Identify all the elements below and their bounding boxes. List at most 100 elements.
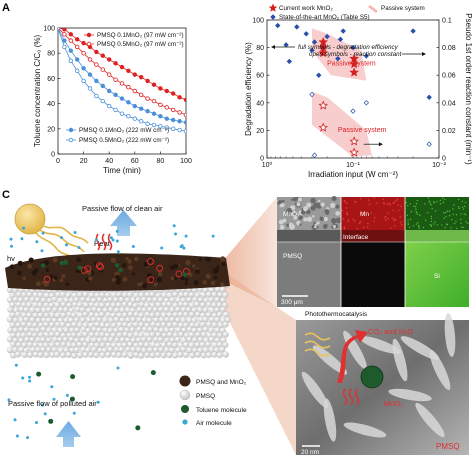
eds-si-dot (451, 219, 453, 221)
data-point (138, 119, 144, 124)
mno2-particle (142, 283, 148, 289)
eds-mn-dot (400, 224, 403, 226)
eds-grain (281, 199, 285, 203)
tem-image: Photothermocatalysis CO₂ and H₂O MnO₂ PM… (296, 311, 469, 456)
air-molecule (72, 411, 76, 415)
air-molecule (172, 224, 176, 228)
mno2-particle (49, 274, 54, 279)
toluene-molecule (48, 418, 54, 424)
pmsq-particle (96, 296, 103, 303)
mno2-particle (188, 272, 193, 277)
eds-grain (297, 197, 302, 202)
data-point (119, 96, 125, 101)
eds-mn-dot (397, 203, 399, 206)
pmsq-particle (223, 311, 230, 318)
pmsq-particle (43, 351, 50, 359)
legend-state-of-art: State-of-the-art MnO₂ (Table S5) (279, 14, 370, 21)
eds-mn-dot (393, 219, 395, 222)
tem-title: Photothermocatalysis (305, 311, 368, 318)
data-point (158, 102, 163, 108)
pmsq-particle (59, 351, 67, 359)
pmsq-particle (219, 286, 226, 293)
y-right-tick-label: 0.08 (442, 45, 456, 52)
tem-nanorod (415, 402, 445, 438)
pmsq-particle (202, 306, 209, 314)
pmsq-particle (45, 336, 52, 344)
mno2-particle (110, 257, 117, 264)
data-point (170, 91, 176, 96)
data-point (74, 44, 80, 50)
mno2-particle (198, 256, 203, 261)
eds-grain (306, 202, 312, 208)
eds-grain (333, 225, 336, 228)
pmsq-particle (105, 351, 112, 358)
data-point (177, 127, 182, 133)
pmsq-particle (202, 326, 209, 333)
pmsq-particle (37, 301, 44, 309)
pmsq-particle (199, 341, 206, 348)
pmsq-particle (54, 341, 62, 348)
eds-mn-dot (393, 201, 395, 203)
pmsq-particle (193, 322, 201, 329)
pmsq-particle (193, 301, 201, 308)
eds-si-dot (406, 214, 409, 217)
tem-nanorod (429, 349, 451, 391)
eds-scale-label: 300 μm (281, 299, 303, 306)
eds-mn-dot (387, 218, 389, 220)
pmsq-particle (59, 291, 66, 298)
pmsq-particle (222, 351, 229, 358)
y-tick-label: 20 (256, 128, 264, 135)
air-molecule (40, 249, 44, 253)
eds-si-dot (436, 224, 439, 226)
eds-grain (335, 204, 340, 209)
pmsq-particle (130, 346, 137, 353)
pmsq-particle (90, 316, 97, 323)
data-point (119, 81, 125, 86)
y-tick-label: 80 (47, 51, 55, 58)
data-point-star (318, 48, 329, 58)
pmsq-particle (216, 311, 223, 318)
x-axis-label: Time (min) (103, 166, 141, 175)
mno2-particle (157, 271, 163, 277)
passive-label-lower: Passive system (338, 127, 387, 134)
data-point (62, 44, 67, 50)
mno2-particle (184, 278, 189, 282)
eds-pmsq-label: PMSQ (283, 253, 302, 260)
heat-spot (95, 262, 103, 270)
pmsq-particle (166, 351, 173, 359)
y-tick-label: 40 (256, 100, 264, 107)
eds-si-dot (413, 205, 415, 207)
data-point-diamond (324, 33, 330, 40)
eds-si-dot (445, 223, 448, 225)
pmsq-particle (79, 316, 87, 323)
pmsq-particle (53, 351, 61, 358)
eds-si-dot (416, 213, 419, 216)
pmsq-particle (149, 291, 156, 298)
data-point-diamond (311, 152, 318, 158)
data-point (94, 62, 99, 67)
pmsq-particle (177, 351, 184, 358)
y-tick-label: 60 (47, 76, 55, 83)
y-right-tick-label: 0.02 (442, 128, 456, 135)
data-point (145, 78, 150, 84)
data-point-diamond (340, 28, 346, 34)
pmsq-particle (118, 296, 125, 303)
eds-si-dot (409, 218, 412, 220)
y-right-tick-label: 0.06 (442, 73, 456, 80)
eds-mn-dot (343, 226, 346, 229)
pmsq-particle (199, 321, 206, 328)
eds-si-dot (460, 222, 462, 224)
mno2-particle (184, 281, 189, 286)
pmsq-particle (202, 316, 209, 323)
pmsq-particle (87, 351, 95, 358)
sun-icon (14, 203, 89, 261)
eds-mn-dot (353, 200, 356, 203)
eds-si-dot (424, 203, 426, 205)
y-tick-label: 100 (252, 18, 264, 25)
pmsq-particle (45, 306, 52, 313)
mno2-particle (122, 263, 127, 268)
pmsq-particle (91, 346, 98, 353)
eds-si-dot (466, 222, 469, 225)
eds-si-dot (407, 219, 409, 221)
pmsq-particle (219, 306, 227, 313)
